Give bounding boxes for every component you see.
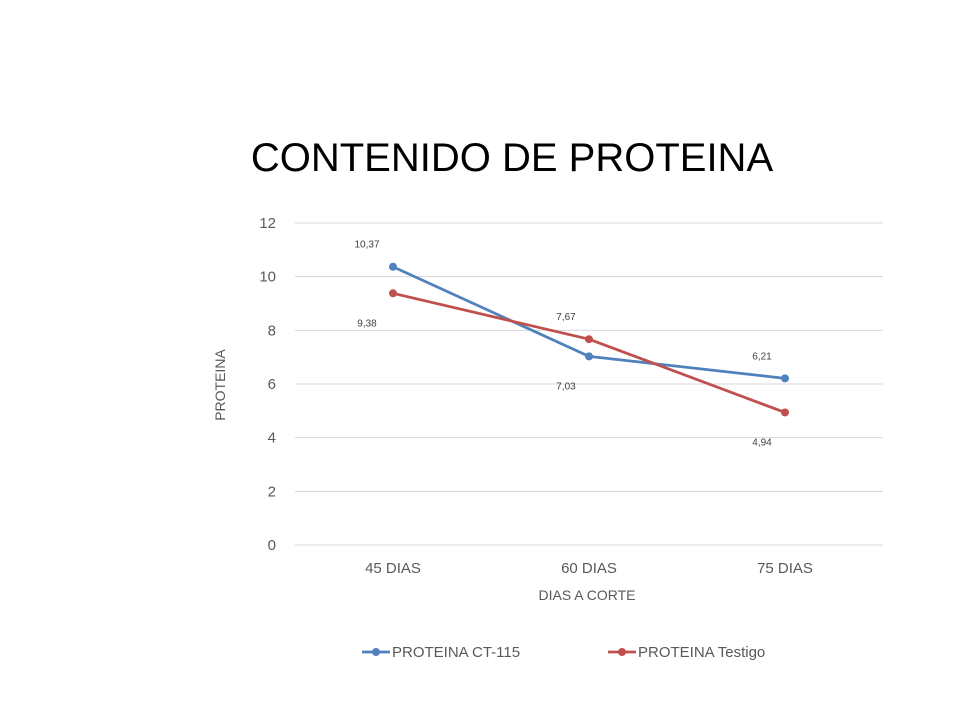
y-tick-label: 0 bbox=[268, 537, 276, 554]
data-label: 6,21 bbox=[752, 351, 772, 362]
y-axis-title: PROTEINA bbox=[212, 349, 228, 421]
x-axis-title: DIAS A CORTE bbox=[539, 587, 636, 603]
series-line bbox=[392, 265, 786, 380]
legend-label: PROTEINA Testigo bbox=[638, 644, 765, 661]
x-axis-ticks: 45 DIAS 60 DIAS 75 DIAS bbox=[365, 560, 813, 577]
data-label: 9,38 bbox=[357, 318, 377, 329]
legend-marker bbox=[372, 648, 380, 656]
chart-title: CONTENIDO DE PROTEINA bbox=[250, 136, 774, 180]
x-tick-label: 45 DIAS bbox=[365, 560, 421, 577]
series-layer bbox=[389, 262, 789, 417]
data-point bbox=[389, 262, 397, 271]
data-point bbox=[781, 408, 789, 417]
x-tick-label: 75 DIAS bbox=[757, 560, 813, 577]
data-point bbox=[389, 289, 397, 298]
y-tick-label: 12 bbox=[259, 215, 276, 232]
y-tick-label: 8 bbox=[268, 322, 276, 339]
data-point bbox=[781, 374, 789, 383]
data-point bbox=[585, 335, 593, 344]
legend-label: PROTEINA CT-115 bbox=[392, 644, 520, 661]
x-tick-label: 60 DIAS bbox=[561, 560, 617, 577]
legend-marker bbox=[618, 648, 626, 656]
data-label: 7,03 bbox=[556, 381, 576, 392]
y-tick-label: 4 bbox=[268, 430, 276, 447]
y-tick-label: 10 bbox=[259, 269, 276, 286]
data-labels: 10,37 7,03 6,21 9,38 7,67 4,94 bbox=[354, 240, 772, 449]
data-label: 7,67 bbox=[556, 312, 576, 323]
data-label: 10,37 bbox=[354, 240, 379, 251]
data-label: 4,94 bbox=[752, 437, 772, 448]
y-tick-label: 6 bbox=[268, 376, 276, 393]
data-point bbox=[585, 352, 593, 361]
y-axis-ticks: 0 2 4 6 8 10 12 bbox=[259, 215, 276, 554]
legend: PROTEINA CT-115 PROTEINA Testigo bbox=[362, 644, 765, 661]
y-tick-label: 2 bbox=[268, 483, 276, 500]
gridlines bbox=[295, 222, 883, 546]
